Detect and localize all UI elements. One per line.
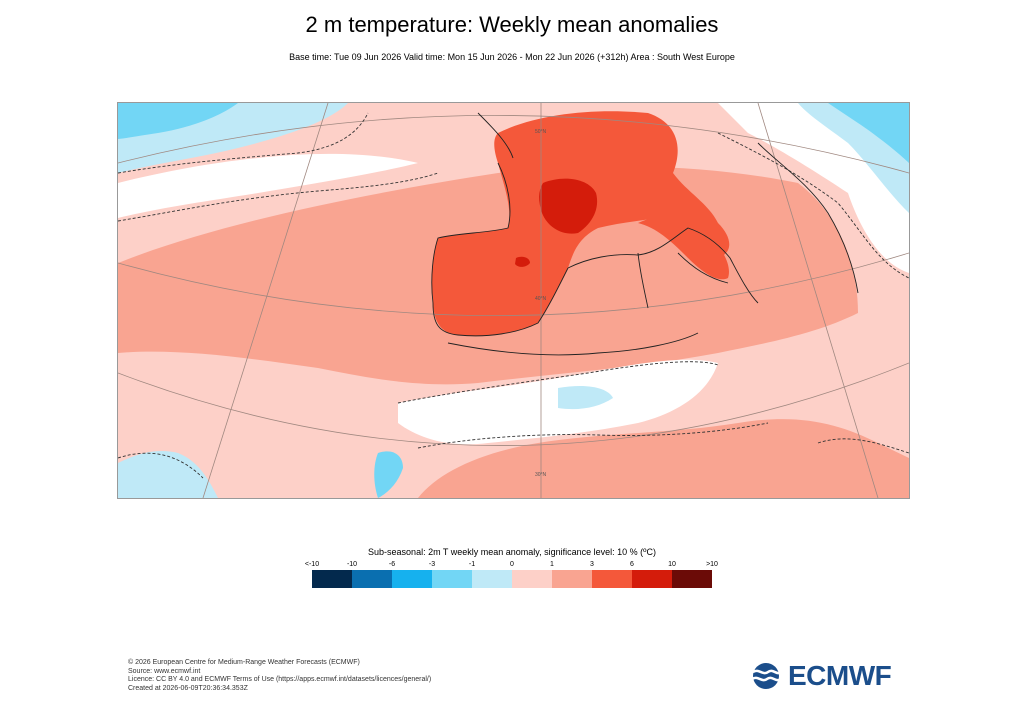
- legend-tick-label: <-10: [304, 561, 320, 568]
- legend-tick-label: 10: [668, 561, 676, 568]
- coastlines: [431, 112, 859, 356]
- footer-licence: Licence: CC BY 4.0 and ECMWF Terms of Us…: [128, 676, 432, 683]
- legend-tick-label: -6: [388, 561, 396, 568]
- graticule-50n: [118, 114, 909, 174]
- anomaly-6-10-iberia: [515, 256, 530, 267]
- ecmwf-logo: ECMWF: [748, 660, 892, 692]
- legend-swatch-3: [432, 570, 472, 588]
- legend-tick-label: 0: [510, 561, 514, 568]
- legend-tick-label: -10: [346, 561, 358, 568]
- cool-region-southwest: [118, 451, 218, 498]
- coast-italy: [567, 227, 759, 304]
- legend-swatch-1: [352, 570, 392, 588]
- legend-tick-label: 6: [630, 561, 634, 568]
- coast-iberia-france: [431, 162, 569, 337]
- legend-swatch-0: [312, 570, 352, 588]
- graticule-label-30n: 30°N: [535, 472, 547, 478]
- legend-swatch-2: [392, 570, 432, 588]
- footer-created: Created at 2026-06-09T20:36:34.353Z: [128, 684, 248, 692]
- legend-swatch-5: [512, 570, 552, 588]
- meridian-1: [202, 103, 329, 498]
- graticule-40n-curve: [118, 252, 909, 317]
- legend-colorbar: [312, 570, 712, 588]
- legend-swatch-6: [552, 570, 592, 588]
- legend-tick-label: 1: [550, 561, 554, 568]
- graticule: [118, 103, 909, 498]
- coast-balkans: [757, 142, 859, 294]
- legend-swatch-7: [592, 570, 632, 588]
- coast-north-africa: [447, 332, 699, 356]
- legend-swatch-9: [672, 570, 712, 588]
- anomaly-3-6-italy: [638, 215, 729, 280]
- graticule-30n-curve: [118, 362, 909, 446]
- cool-region-northeast-core: [828, 103, 909, 163]
- significance-contours: [118, 112, 909, 479]
- footer-credits: © 2026 European Centre for Medium-Range …: [128, 659, 431, 693]
- legend-tick-label: -1: [468, 561, 476, 568]
- legend-swatch-4: [472, 570, 512, 588]
- ecmwf-logo-text: ECMWF: [788, 660, 892, 691]
- chart-subtitle: Base time: Tue 09 Jun 2026 Valid time: M…: [289, 52, 735, 62]
- graticule-label-50n: 50°N: [535, 129, 547, 135]
- anomaly-map: 50°N 40°N 30°N: [117, 102, 910, 499]
- legend-tick-label: -3: [428, 561, 436, 568]
- graticule-label-40n: 40°N: [535, 296, 547, 302]
- coast-sardinia: [637, 252, 649, 309]
- legend-title: Sub-seasonal: 2m T weekly mean anomaly, …: [368, 547, 656, 557]
- cool-patch-south: [374, 451, 403, 498]
- footer-source: Source: www.ecmwf.int: [128, 667, 201, 675]
- neutral-band-atlantic: [118, 153, 418, 218]
- anomaly-6-10-france: [539, 178, 598, 234]
- legend-tick-label: 3: [590, 561, 594, 568]
- map-canvas: 50°N 40°N 30°N: [118, 103, 909, 498]
- cool-region-northwest-core: [118, 103, 238, 139]
- legend-tick-label: >10: [706, 561, 718, 568]
- coast-uk: [477, 112, 514, 159]
- ecmwf-logo-icon: [751, 663, 782, 689]
- legend-swatch-8: [632, 570, 672, 588]
- meridian-3: [757, 103, 879, 498]
- footer-copyright: © 2026 European Centre for Medium-Range …: [128, 659, 360, 666]
- coast-italy-boot: [677, 252, 729, 284]
- chart-title: 2 m temperature: Weekly mean anomalies: [305, 12, 719, 37]
- cool-patch-atlas: [558, 386, 613, 410]
